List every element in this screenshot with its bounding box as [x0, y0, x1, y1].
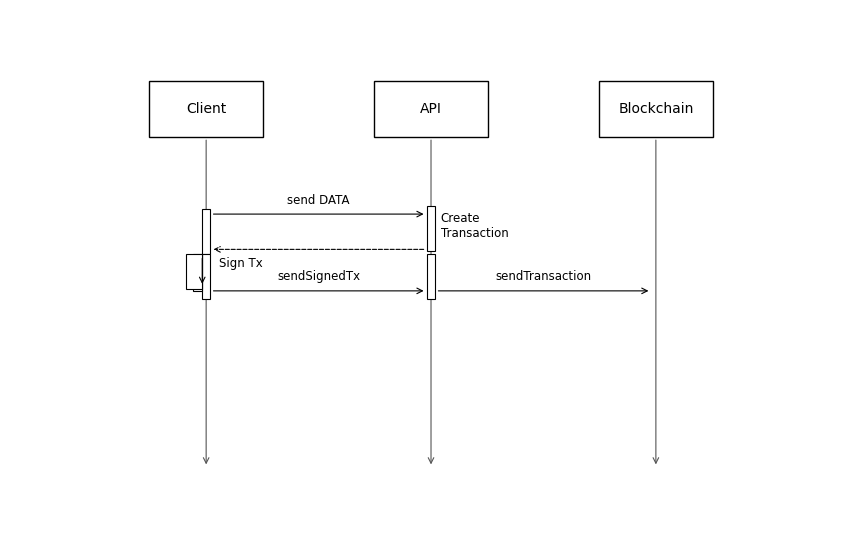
Bar — [202, 209, 210, 253]
Bar — [149, 81, 263, 137]
Bar — [186, 253, 202, 289]
Text: Sign Tx: Sign Tx — [219, 258, 262, 271]
Bar — [599, 81, 713, 137]
Text: Client: Client — [186, 102, 226, 116]
Text: Blockchain: Blockchain — [618, 102, 694, 116]
Bar — [426, 206, 436, 251]
Bar — [202, 253, 210, 299]
Text: API: API — [420, 102, 442, 116]
Text: sendTransaction: sendTransaction — [495, 271, 591, 284]
Text: Create
Transaction: Create Transaction — [441, 212, 509, 240]
Bar — [374, 81, 488, 137]
Bar — [426, 253, 436, 299]
Text: sendSignedTx: sendSignedTx — [277, 271, 360, 284]
Bar — [193, 253, 202, 291]
Text: send DATA: send DATA — [288, 194, 350, 206]
